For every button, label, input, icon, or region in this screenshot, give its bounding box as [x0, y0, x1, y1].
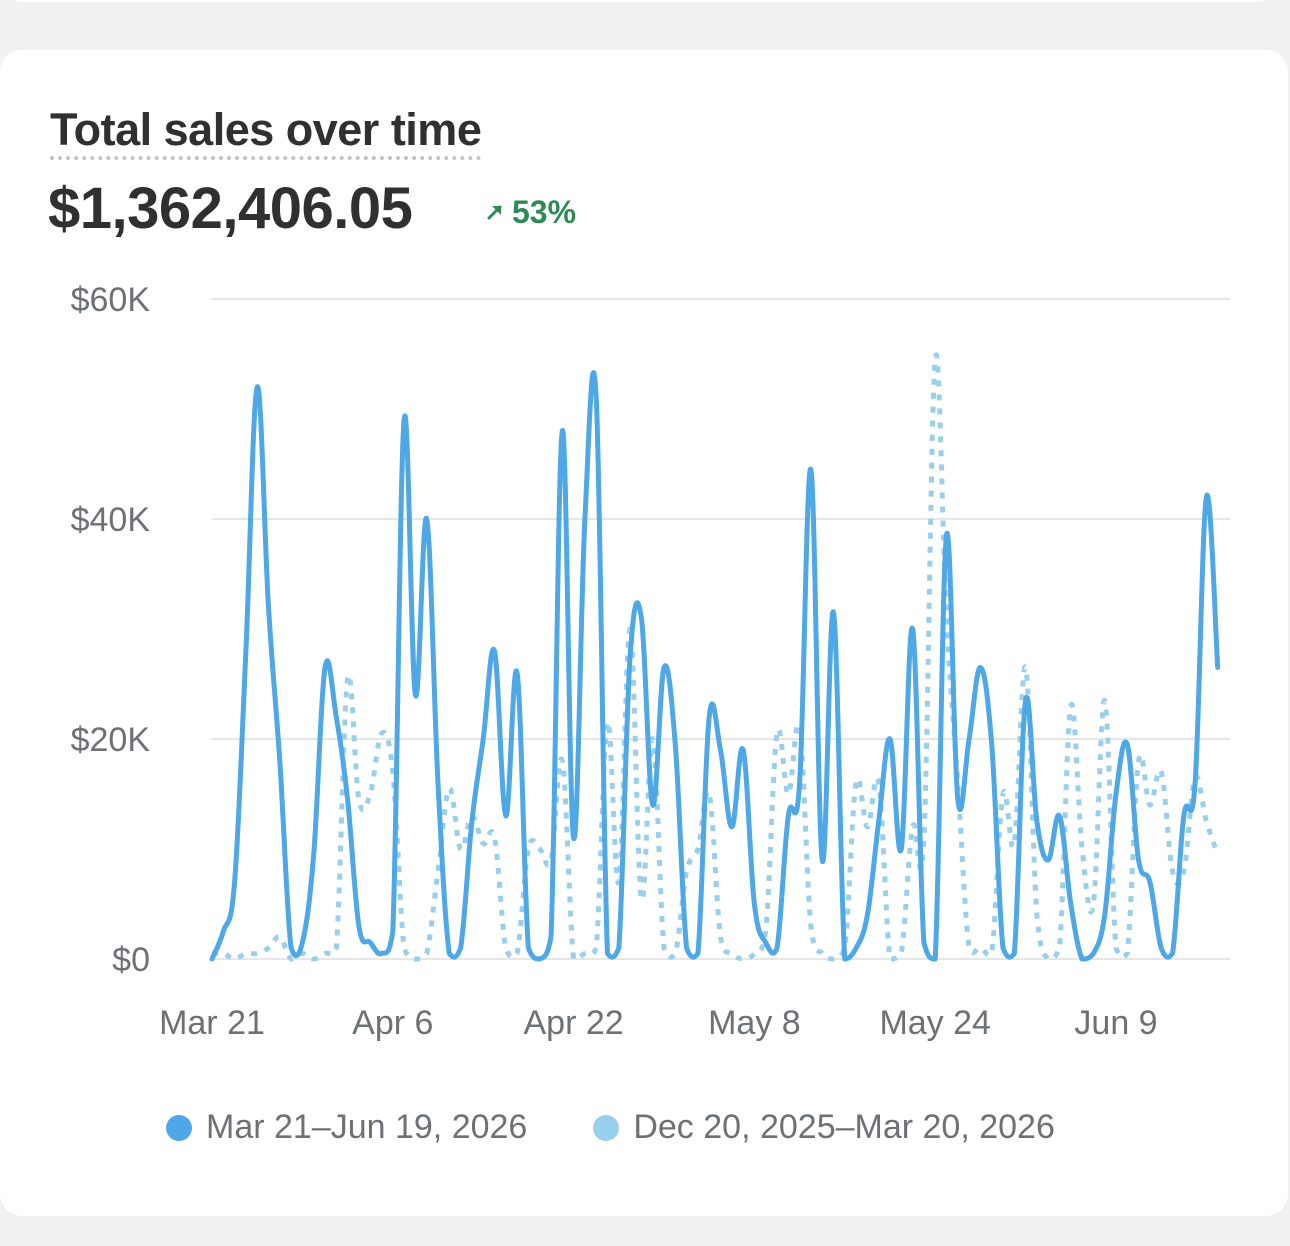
x-axis: Mar 21 Apr 6 Apr 22 May 8 May 24 Jun 9: [159, 1004, 1158, 1042]
x-tick-label: Apr 22: [524, 1004, 624, 1042]
total-sales-value: $1,362,406.05: [48, 176, 413, 241]
previous-card-edge: [0, 0, 1278, 2]
arrow-up-right-icon: [487, 205, 502, 220]
legend-previous-label: Dec 20, 2025–Mar 20, 2026: [633, 1108, 1055, 1146]
y-tick-label: $0: [112, 941, 150, 979]
x-tick-label: Apr 6: [352, 1004, 433, 1042]
series-line-current[interactable]: [209, 370, 1221, 962]
y-axis: $0 $20K $40K $60K: [71, 281, 151, 979]
x-tick-label: May 8: [708, 1004, 801, 1042]
change-badge: 53%: [484, 193, 576, 231]
y-tick-label: $40K: [71, 501, 151, 539]
x-tick-label: Mar 21: [159, 1004, 265, 1042]
y-tick-label: $60K: [71, 281, 151, 319]
series-line-previous[interactable]: [211, 352, 1221, 962]
chart-grid: [212, 298, 1230, 960]
x-tick-label: May 24: [879, 1004, 991, 1042]
legend-current-dot: [166, 1114, 192, 1141]
x-tick-label: Jun 9: [1074, 1004, 1157, 1042]
chart-title[interactable]: Total sales over time: [50, 104, 482, 160]
y-tick-label: $20K: [71, 721, 151, 759]
legend-item-current[interactable]: Mar 21–Jun 19, 2026: [166, 1108, 527, 1147]
chart-series: [209, 352, 1221, 962]
chart-legend: Mar 21–Jun 19, 2026 Dec 20, 2025–Mar 20,…: [166, 1108, 1055, 1147]
legend-item-previous[interactable]: Dec 20, 2025–Mar 20, 2026: [593, 1108, 1055, 1147]
legend-previous-dot: [593, 1114, 620, 1141]
legend-current-label: Mar 21–Jun 19, 2026: [206, 1108, 528, 1146]
change-percent: 53%: [512, 194, 577, 230]
